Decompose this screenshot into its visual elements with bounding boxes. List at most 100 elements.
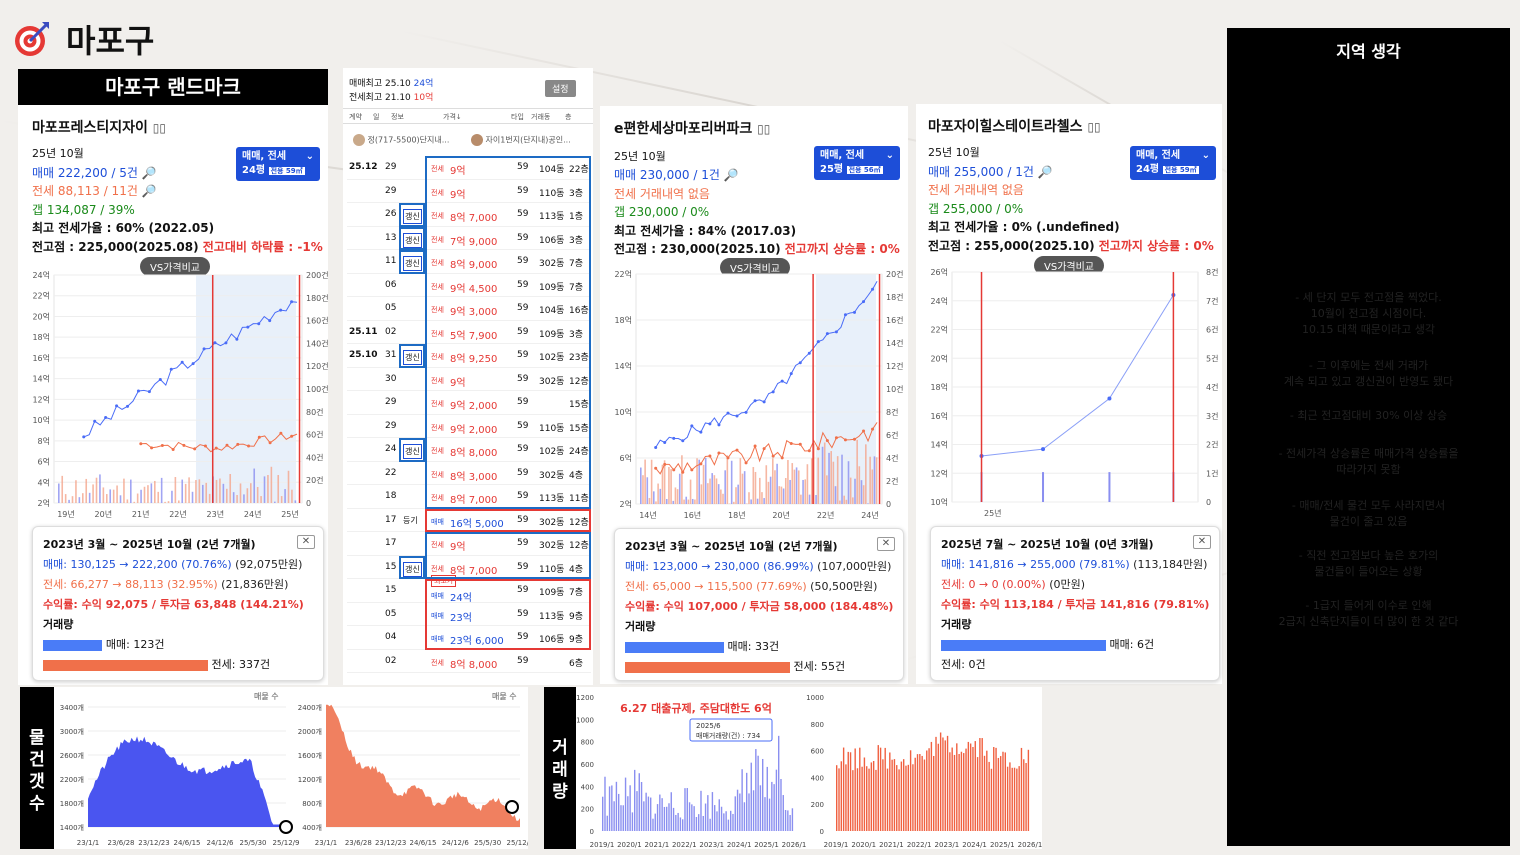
volume-bar: [704, 457, 707, 504]
trade-row[interactable]: 29 전세 9억 2,000 59 15층: [347, 391, 591, 415]
trade-row[interactable]: 25.11 02 전세 5억 7,900 59 109동 3층: [347, 321, 591, 344]
close-icon[interactable]: ✕: [877, 537, 895, 551]
trade-row[interactable]: 13 갱신 전세 7억 9,000 59 106동 3층: [347, 227, 591, 250]
jeonse-point: [708, 454, 712, 458]
volume-bar: [58, 483, 60, 503]
volume-bar: [871, 469, 874, 504]
trade-row[interactable]: 11 갱신 전세 8억 9,000 59 302동 7층: [347, 250, 591, 274]
side-label-char: 갯: [29, 772, 45, 792]
y-tick-label: 22억: [930, 325, 948, 335]
trade-row[interactable]: 29 전세 9억 2,000 59 110동 15층: [347, 415, 591, 438]
trade-row[interactable]: 05 매매 23억 59 113동 9층: [347, 603, 591, 626]
trade-row[interactable]: 17 등기 매매 16억 5,000 59 302동 12층: [347, 509, 591, 532]
search-icon[interactable]: 🔎: [141, 166, 157, 180]
trade-row[interactable]: 22 전세 8억 3,000 59 302동 4층: [347, 462, 591, 485]
volume-bar: [836, 765, 838, 831]
renewal-box: [399, 203, 425, 227]
volume-bar: [691, 498, 694, 504]
trade-row[interactable]: 30 전세 9억 59 302동 12층: [347, 368, 591, 391]
column-header[interactable]: 일: [373, 113, 380, 121]
map-icon[interactable]: ▯▯: [152, 121, 167, 135]
trade-row[interactable]: 06 전세 9억 4,500 59 109동 7층: [347, 274, 591, 297]
trade-row[interactable]: 18 전세 8억 7,000 59 113동 11층: [347, 485, 591, 509]
trade-row[interactable]: 17 전세 9억 59 302동 12층: [347, 532, 591, 556]
search-icon[interactable]: 🔎: [1037, 165, 1053, 179]
close-icon[interactable]: ✕: [297, 535, 315, 549]
apt1-name[interactable]: 마포프레스티지자이 ▯▯: [32, 120, 167, 136]
vs-compare-button[interactable]: VS가격비교: [140, 257, 210, 276]
settings-button[interactable]: 설정: [545, 80, 576, 97]
volume-bar: [778, 486, 781, 504]
y-tick-label: 20억: [32, 311, 50, 321]
trade-kind: 전세: [431, 165, 444, 173]
thought-item: - 최근 전고점대비 30% 이상 상승: [1289, 409, 1448, 422]
volume-bar: [239, 483, 242, 503]
column-header[interactable]: 가격↓: [443, 113, 462, 121]
apt3-type-selector[interactable]: 매매, 전세 ⌄ 24평 전용 59㎡: [1130, 146, 1216, 180]
volume-bar: [782, 488, 785, 504]
trade-row[interactable]: 15 매매 24억 최고가 59 109동 7층: [347, 575, 591, 604]
volume-bar: [195, 480, 197, 503]
volume-bar: [672, 500, 675, 504]
volume-bar: [914, 757, 916, 831]
vs-compare-button[interactable]: VS가격비교: [720, 258, 790, 277]
trade-floor: 4층: [569, 470, 584, 481]
y2-tick-label: 2건: [1206, 440, 1218, 450]
volume-bar: [741, 473, 744, 504]
apt2-type-selector[interactable]: 매매, 전세 ⌄ 25평 전용 56㎡: [814, 146, 900, 180]
volume-bar: [1016, 768, 1018, 831]
trade-info: 갱신: [403, 561, 422, 577]
column-header[interactable]: 거래동: [531, 113, 551, 121]
volume-bar: [133, 501, 136, 503]
trade-type: 59: [517, 279, 529, 290]
column-header[interactable]: 타입: [511, 113, 524, 121]
trade-row[interactable]: 26 갱신 전세 8억 7,000 59 113동 1층: [347, 203, 591, 227]
volume-bar: [284, 489, 286, 503]
contract-day: 17: [385, 538, 397, 548]
trade-row[interactable]: 05 전세 9억 3,000 59 104동 16층: [347, 297, 591, 321]
apt1-type-selector[interactable]: 매매, 전세 ⌄ 24평 전용 59㎡: [236, 147, 320, 181]
trade-row[interactable]: 02 전세 8억 8,000 59 6층: [347, 650, 591, 673]
column-header[interactable]: 계약: [349, 113, 362, 121]
volume-bar: [656, 804, 659, 831]
renewal-box: [399, 555, 425, 579]
apt3-price-chart: 26억 24억 22억 20억 18억 16억 14억 12억 10억 8건 7건 6건 5건 4건 3건 2…: [930, 267, 1218, 518]
volume-bar: [253, 468, 256, 503]
apt2-name[interactable]: e편한세상마포리버파크 ▯▯: [614, 121, 771, 137]
trade-row[interactable]: 29 전세 9억 59 110동 3층: [347, 180, 591, 203]
apt3-name[interactable]: 마포자이힐스테이트라첼스 ▯▯: [928, 119, 1101, 135]
search-icon[interactable]: 🔎: [141, 184, 157, 198]
jeonse-point: [699, 462, 703, 466]
vs-compare-button[interactable]: VS가격비교: [1034, 256, 1104, 275]
map-icon[interactable]: ▯▯: [1087, 120, 1101, 134]
trade-row[interactable]: 25.12 29 전세 9억 59 104동 22층: [347, 156, 591, 180]
y-tick-label: 1200: [576, 694, 594, 702]
x-tick-label: 24년: [861, 510, 879, 520]
y-tick-label: 200: [811, 801, 824, 809]
map-icon[interactable]: ▯▯: [757, 122, 771, 136]
sale-point: [279, 308, 283, 312]
volume-bar: [709, 818, 711, 831]
close-icon[interactable]: ✕: [1193, 535, 1211, 549]
trade-row[interactable]: 24 갱신 전세 8억 8,000 59 102동 24층: [347, 438, 591, 462]
trade-row[interactable]: 04 매매 23억 6,000 59 106동 9층: [347, 626, 591, 650]
apt3-card: 마포자이힐스테이트라첼스 ▯▯ 25년 10월 매매 255,000 / 1건 …: [916, 104, 1222, 684]
trade-row[interactable]: 15 갱신 전세 8억 7,000 59 110동 4층: [347, 556, 591, 579]
contract-month: 25.12: [349, 162, 378, 172]
y-tick-label: 22억: [614, 269, 632, 279]
trade-dong: 113동: [539, 611, 565, 622]
column-header[interactable]: 층: [565, 113, 572, 121]
contract-day: 11: [385, 256, 397, 266]
volume-bar: [713, 475, 716, 504]
volume-bar: [678, 473, 681, 504]
volume-bar: [683, 499, 685, 504]
trade-kind: 전세: [431, 494, 444, 502]
column-header[interactable]: 정보: [391, 113, 404, 121]
trade-row[interactable]: 25.10 31 갱신 전세 8억 9,250 59 102동 23층: [347, 344, 591, 368]
volume-bar: [260, 496, 262, 503]
search-icon[interactable]: 🔎: [723, 168, 739, 182]
volume-bar: [789, 814, 791, 831]
volume-bar: [778, 735, 780, 831]
sale-point: [789, 372, 793, 376]
volume-bar: [674, 487, 677, 504]
